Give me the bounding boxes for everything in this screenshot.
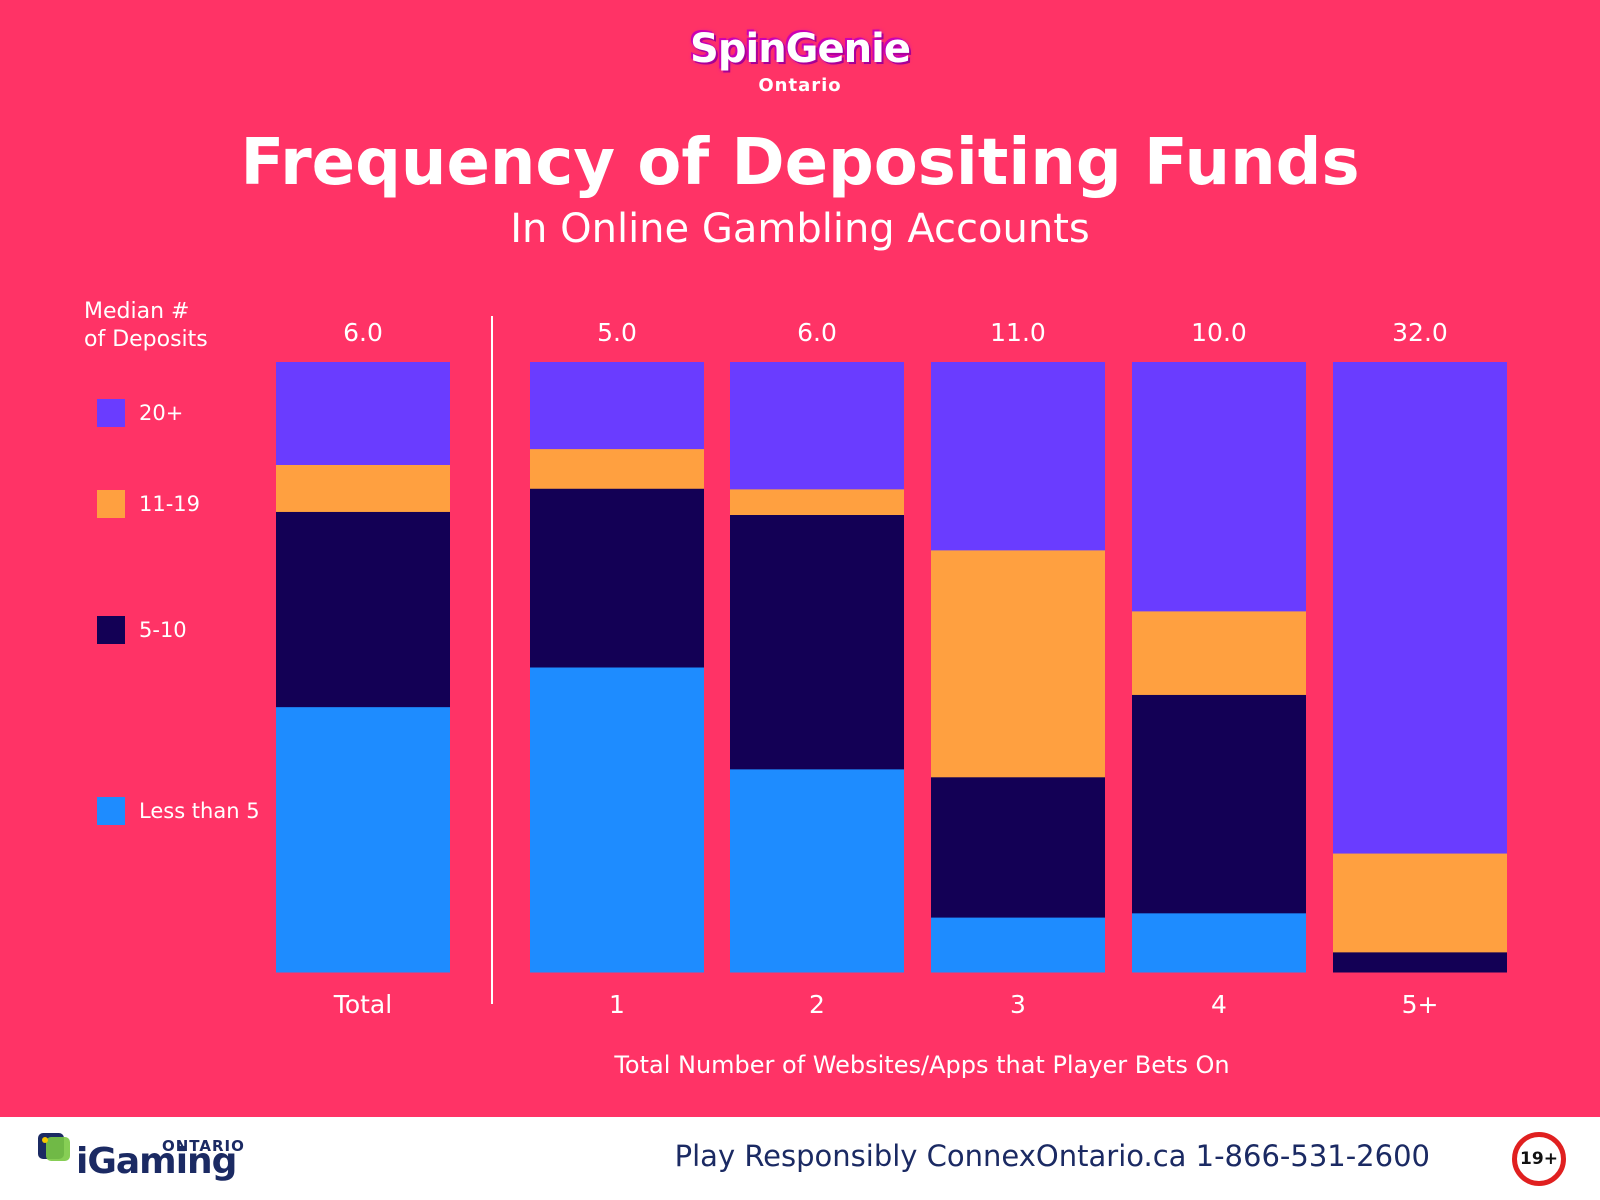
category-label-4: 4 <box>1211 990 1227 1019</box>
bar-4-less-than-5 <box>1132 912 1306 973</box>
legend-swatch-11-19 <box>97 490 125 518</box>
category-label-3: 3 <box>1010 990 1026 1019</box>
bar-total-20plus <box>276 362 450 465</box>
footer-bar: ONTARIO iGaming Play Responsibly ConnexO… <box>0 1117 1600 1200</box>
bar-3-less-than-5 <box>931 917 1105 973</box>
legend-title-line-1: Median # <box>84 299 190 324</box>
igaming-ontario-label: ONTARIO <box>162 1137 245 1155</box>
spingenie-logo: SpinGenie <box>690 26 911 72</box>
bar-5plus-11-19 <box>1333 853 1507 953</box>
bar-3-5-10 <box>931 776 1105 918</box>
bar-1-11-19 <box>530 448 704 489</box>
legend-swatch-5-10 <box>97 616 125 644</box>
median-label-2: 6.0 <box>797 318 837 347</box>
median-label-1: 5.0 <box>597 318 637 347</box>
bar-1-5-10 <box>530 488 704 668</box>
legend-item-5-10: 5-10 <box>97 616 297 644</box>
legend-label-5-10: 5-10 <box>139 618 187 642</box>
legend-title: Median # of Deposits <box>84 298 274 354</box>
legend-label-20plus: 20+ <box>139 401 184 425</box>
legend-item-less-than-5: Less than 5 <box>97 797 297 825</box>
legend-swatch-20plus <box>97 399 125 427</box>
legend-label-less-than-5: Less than 5 <box>139 799 260 823</box>
bar-1-less-than-5 <box>530 667 704 973</box>
bar-3-11-19 <box>931 549 1105 778</box>
median-label-5plus: 32.0 <box>1392 318 1448 347</box>
median-label-total: 6.0 <box>343 318 383 347</box>
bar-5plus-20plus <box>1333 362 1507 854</box>
legend-item-20plus: 20+ <box>97 399 297 427</box>
category-label-total: Total <box>333 990 392 1019</box>
chart-title: Frequency of Depositing Funds <box>240 126 1360 200</box>
x-axis-label: Total Number of Websites/Apps that Playe… <box>613 1051 1229 1079</box>
bar-total-less-than-5 <box>276 706 450 973</box>
igaming-dice-icon <box>38 1133 70 1161</box>
bar-2-20plus <box>730 362 904 490</box>
igaming-logo-text: iGaming <box>76 1141 237 1182</box>
category-label-1: 1 <box>609 990 625 1019</box>
legend-item-11-19: 11-19 <box>97 490 297 518</box>
bar-2-11-19 <box>730 488 904 515</box>
spingenie-logo-sub: Ontario <box>758 75 842 96</box>
median-label-4: 10.0 <box>1191 318 1247 347</box>
bar-total-11-19 <box>276 464 450 512</box>
median-label-3: 11.0 <box>990 318 1046 347</box>
bar-4-11-19 <box>1132 610 1306 695</box>
category-label-5plus: 5+ <box>1402 990 1439 1019</box>
category-label-2: 2 <box>809 990 825 1019</box>
age-restriction-badge: 19+ <box>1512 1132 1566 1186</box>
legend-title-line-2: of Deposits <box>84 327 208 352</box>
chart-subtitle: In Online Gambling Accounts <box>510 206 1090 252</box>
bar-5plus-5-10 <box>1333 951 1507 973</box>
bar-2-less-than-5 <box>730 768 904 973</box>
legend-label-11-19: 11-19 <box>139 492 201 516</box>
legend-swatch-less-than-5 <box>97 797 125 825</box>
bar-3-20plus <box>931 362 1105 551</box>
bar-1-20plus <box>530 362 704 450</box>
bar-total-5-10 <box>276 511 450 708</box>
play-responsibly-text: Play Responsibly ConnexOntario.ca 1-866-… <box>674 1139 1430 1173</box>
bar-4-5-10 <box>1132 694 1306 914</box>
bar-2-5-10 <box>730 514 904 770</box>
bar-4-20plus <box>1132 362 1306 612</box>
stacked-bar-chart: 6.0 Total 5.0 1 6.0 2 11.0 3 10.0 4 32.0 5+ Total Nu… <box>276 316 1507 1079</box>
